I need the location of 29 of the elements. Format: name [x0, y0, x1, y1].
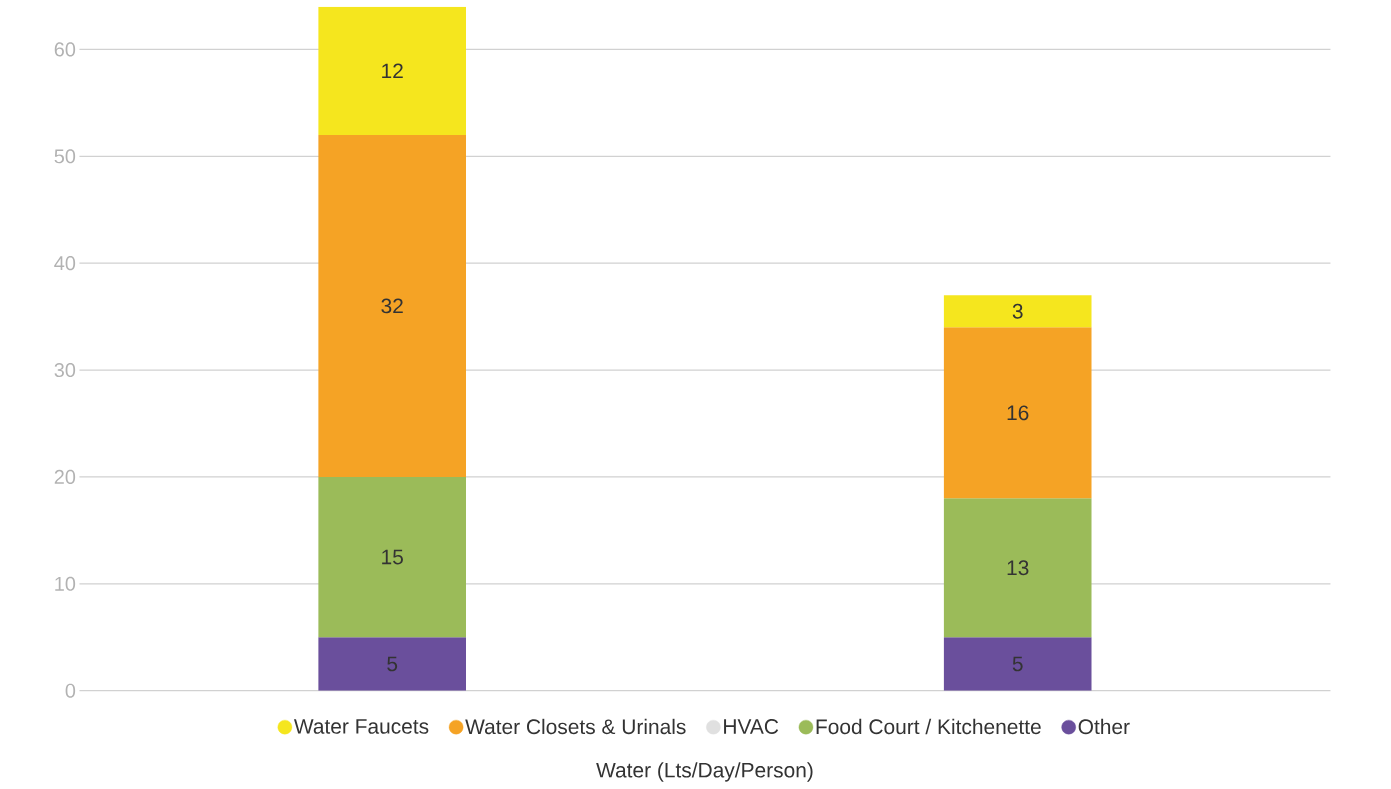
legend-label: Water Faucets — [293, 719, 429, 734]
y-tick-label: 10 — [55, 576, 76, 591]
legend-label: Food Court / Kitchenette — [816, 718, 1041, 735]
data-label: 12 — [382, 63, 403, 79]
data-label: 13 — [1007, 560, 1029, 576]
bar — [943, 498, 1092, 638]
data-label: 5 — [387, 656, 398, 672]
bar — [318, 6, 466, 135]
data-label: 3 — [1012, 303, 1023, 319]
y-tick-label: 20 — [54, 469, 76, 484]
bar — [318, 637, 466, 691]
bar — [943, 327, 1092, 499]
data-label: 16 — [1007, 405, 1029, 421]
data-label: 32 — [381, 298, 403, 314]
y-tick-label: 30 — [54, 362, 76, 378]
y-tick-label: 60 — [54, 42, 76, 57]
data-label: 15 — [382, 549, 403, 565]
y-tick-label: 0 — [65, 683, 76, 698]
x-axis-title: Water (Lts/Day/Person) — [596, 762, 813, 782]
legend-label: Water Closets & Urinals — [465, 718, 686, 735]
bar — [318, 476, 466, 638]
y-tick-label: 40 — [54, 256, 76, 271]
bar — [318, 134, 466, 477]
y-tick-label: 50 — [54, 149, 76, 164]
bar — [943, 637, 1092, 691]
legend-label: Other — [1078, 718, 1130, 735]
legend-label: HVAC — [724, 719, 779, 734]
bar — [943, 295, 1092, 328]
data-label: 5 — [1012, 656, 1023, 672]
